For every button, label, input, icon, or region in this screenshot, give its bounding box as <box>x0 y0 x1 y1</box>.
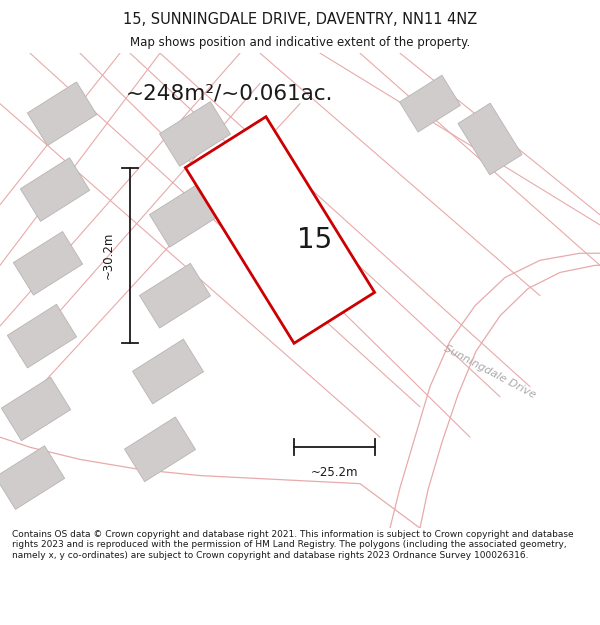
Polygon shape <box>13 231 83 295</box>
Polygon shape <box>149 182 221 247</box>
Polygon shape <box>185 117 374 343</box>
Text: 15, SUNNINGDALE DRIVE, DAVENTRY, NN11 4NZ: 15, SUNNINGDALE DRIVE, DAVENTRY, NN11 4N… <box>123 12 477 27</box>
Text: ~248m²/~0.061ac.: ~248m²/~0.061ac. <box>126 84 334 104</box>
Polygon shape <box>400 75 460 132</box>
Polygon shape <box>139 263 211 328</box>
Polygon shape <box>20 158 89 221</box>
Text: ~25.2m: ~25.2m <box>311 466 358 479</box>
Text: Map shows position and indicative extent of the property.: Map shows position and indicative extent… <box>130 36 470 49</box>
Polygon shape <box>124 417 196 482</box>
Text: 15: 15 <box>298 226 332 254</box>
Polygon shape <box>133 339 203 404</box>
Polygon shape <box>458 103 522 175</box>
Text: ~30.2m: ~30.2m <box>101 232 115 279</box>
Polygon shape <box>7 304 77 368</box>
Polygon shape <box>0 446 65 509</box>
Polygon shape <box>160 102 230 166</box>
Text: Sunningdale Drive: Sunningdale Drive <box>442 343 538 400</box>
Polygon shape <box>1 377 71 441</box>
Polygon shape <box>28 82 97 146</box>
Text: Contains OS data © Crown copyright and database right 2021. This information is : Contains OS data © Crown copyright and d… <box>12 530 574 560</box>
